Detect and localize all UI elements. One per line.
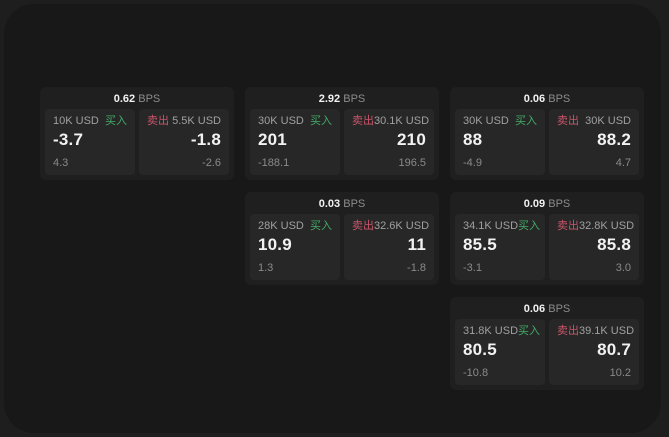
buy-sell-panels: 34.1K USD 买入 85.5 -3.1 卖出 32.8K USD 85.8… (455, 214, 639, 280)
buy-price: 85.5 (463, 235, 497, 254)
buy-sell-panels: 31.8K USD 买入 80.5 -10.8 卖出 39.1K USD 80.… (455, 319, 639, 385)
buy-sell-panels: 30K USD 买入 201 -188.1 卖出 30.1K USD 210 1… (250, 109, 434, 175)
buy-price: 10.9 (258, 235, 292, 254)
bps-value: 0.03 (318, 198, 341, 210)
buy-side-label: 买入 (310, 220, 332, 232)
buy-price: 88 (463, 130, 483, 149)
sell-side-label: 卖出 (147, 115, 169, 127)
buy-amount-label: 31.8K USD (463, 325, 519, 337)
buy-price: -3.7 (53, 130, 84, 149)
sell-panel[interactable]: 卖出 30.1K USD 210 196.5 (344, 109, 434, 175)
buy-panel[interactable]: 30K USD 买入 88 -4.9 (455, 109, 545, 175)
quote-card: 0.03 BPS 28K USD 买入 10.9 1.3 卖出 32.6K US… (245, 192, 439, 285)
sell-panel[interactable]: 卖出 30K USD 88.2 4.7 (549, 109, 639, 175)
bps-unit-label: BPS (343, 93, 366, 105)
sell-amount-label: 32.8K USD (579, 220, 635, 232)
sell-panel[interactable]: 卖出 32.6K USD 11 -1.8 (344, 214, 434, 280)
bps-value: 0.06 (523, 93, 546, 105)
bps-value: 0.62 (113, 93, 136, 105)
sell-amount-label: 39.1K USD (579, 325, 635, 337)
sell-amount-label: 30K USD (585, 115, 631, 127)
bps-header: 0.09 BPS (455, 196, 639, 212)
buy-side-label: 买入 (105, 115, 127, 127)
sell-delta: 3.0 (615, 262, 631, 274)
bps-value: 2.92 (318, 93, 341, 105)
buy-amount-label: 30K USD (463, 115, 509, 127)
sell-price: 88.2 (597, 130, 631, 149)
sell-side-label: 卖出 (557, 325, 579, 337)
bps-unit-label: BPS (343, 198, 366, 210)
buy-amount-label: 10K USD (53, 115, 99, 127)
sell-panel[interactable]: 卖出 32.8K USD 85.8 3.0 (549, 214, 639, 280)
bps-header: 2.92 BPS (250, 91, 434, 107)
buy-panel[interactable]: 10K USD 买入 -3.7 4.3 (45, 109, 135, 175)
sell-panel[interactable]: 卖出 39.1K USD 80.7 10.2 (549, 319, 639, 385)
buy-side-label: 买入 (518, 220, 541, 232)
buy-price: 80.5 (463, 340, 497, 359)
buy-amount-label: 28K USD (258, 220, 304, 232)
sell-price: -1.8 (190, 130, 221, 149)
sell-amount-label: 30.1K USD (374, 115, 430, 127)
bps-header: 0.03 BPS (250, 196, 434, 212)
sell-delta: -1.8 (407, 262, 426, 274)
bps-unit-label: BPS (548, 93, 571, 105)
sell-price: 80.7 (597, 340, 631, 359)
sell-delta: 10.2 (609, 367, 631, 379)
buy-delta: -10.8 (463, 367, 489, 379)
sell-delta: -2.6 (202, 157, 221, 169)
sell-side-label: 卖出 (352, 220, 374, 232)
buy-panel[interactable]: 30K USD 买入 201 -188.1 (250, 109, 340, 175)
sell-price: 85.8 (597, 235, 631, 254)
quote-card: 0.62 BPS 10K USD 买入 -3.7 4.3 卖出 5.5K USD… (40, 87, 234, 180)
sell-amount-label: 5.5K USD (172, 115, 221, 127)
buy-side-label: 买入 (310, 115, 332, 127)
buy-amount-label: 30K USD (258, 115, 304, 127)
buy-price: 201 (258, 130, 287, 149)
bps-unit-label: BPS (138, 93, 161, 105)
buy-delta: 4.3 (53, 157, 69, 169)
bps-unit-label: BPS (548, 303, 571, 315)
buy-amount-label: 34.1K USD (463, 220, 519, 232)
quote-card: 0.09 BPS 34.1K USD 买入 85.5 -3.1 卖出 32.8K… (450, 192, 644, 285)
sell-amount-label: 32.6K USD (374, 220, 430, 232)
buy-panel[interactable]: 34.1K USD 买入 85.5 -3.1 (455, 214, 545, 280)
quote-card: 0.06 BPS 31.8K USD 买入 80.5 -10.8 卖出 39.1… (450, 297, 644, 390)
buy-sell-panels: 28K USD 买入 10.9 1.3 卖出 32.6K USD 11 -1.8 (250, 214, 434, 280)
bps-value: 0.09 (523, 198, 546, 210)
sell-delta: 196.5 (398, 157, 426, 169)
buy-delta: -188.1 (258, 157, 290, 169)
buy-side-label: 买入 (515, 115, 537, 127)
bps-unit-label: BPS (548, 198, 571, 210)
bps-header: 0.06 BPS (455, 91, 639, 107)
sell-side-label: 卖出 (352, 115, 374, 127)
bps-value: 0.06 (523, 303, 546, 315)
sell-side-label: 卖出 (557, 220, 579, 232)
buy-delta: 1.3 (258, 262, 274, 274)
sell-panel[interactable]: 卖出 5.5K USD -1.8 -2.6 (139, 109, 229, 175)
sell-delta: 4.7 (615, 157, 631, 169)
sell-price: 11 (407, 235, 426, 254)
buy-delta: -3.1 (463, 262, 482, 274)
bps-header: 0.06 BPS (455, 301, 639, 317)
sell-price: 210 (397, 130, 426, 149)
app-screen: 0.62 BPS 10K USD 买入 -3.7 4.3 卖出 5.5K USD… (4, 4, 661, 433)
buy-side-label: 买入 (518, 325, 541, 337)
buy-delta: -4.9 (463, 157, 482, 169)
buy-sell-panels: 10K USD 买入 -3.7 4.3 卖出 5.5K USD -1.8 -2.… (45, 109, 229, 175)
quote-card: 0.06 BPS 30K USD 买入 88 -4.9 卖出 30K USD 8… (450, 87, 644, 180)
quote-card: 2.92 BPS 30K USD 买入 201 -188.1 卖出 30.1K … (245, 87, 439, 180)
buy-panel[interactable]: 28K USD 买入 10.9 1.3 (250, 214, 340, 280)
buy-panel[interactable]: 31.8K USD 买入 80.5 -10.8 (455, 319, 545, 385)
bps-header: 0.62 BPS (45, 91, 229, 107)
sell-side-label: 卖出 (557, 115, 579, 127)
buy-sell-panels: 30K USD 买入 88 -4.9 卖出 30K USD 88.2 4.7 (455, 109, 639, 175)
